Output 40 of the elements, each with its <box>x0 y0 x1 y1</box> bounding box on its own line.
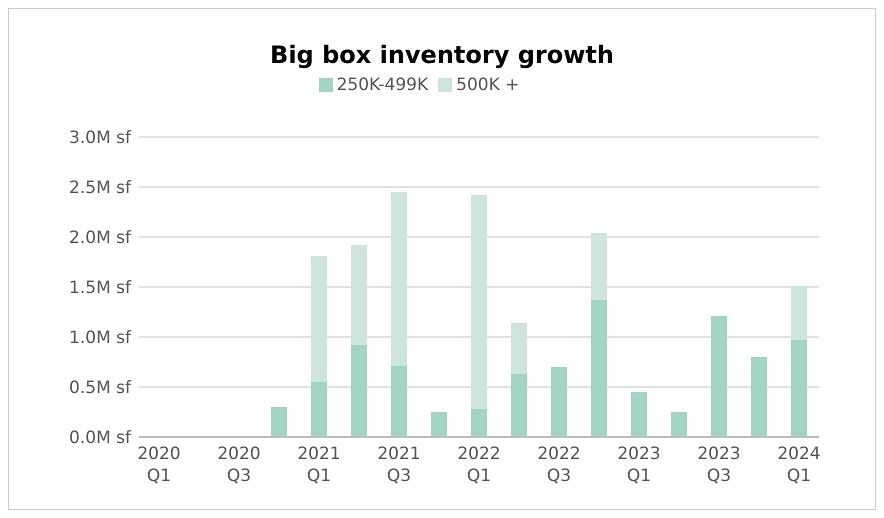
x-tick-label: 2023 Q1 <box>617 444 661 486</box>
bar <box>471 409 487 437</box>
bar <box>311 256 327 382</box>
x-tick-label: 2022 Q1 <box>457 444 501 486</box>
y-tick-label: 0.5M sf <box>69 378 132 398</box>
bar <box>751 357 767 437</box>
y-tick-label: 1.0M sf <box>69 328 132 348</box>
bar <box>431 412 447 437</box>
x-tick-label: 2022 Q3 <box>537 444 581 486</box>
bar <box>471 195 487 409</box>
y-tick-label: 3.0M sf <box>69 128 132 148</box>
bar <box>551 367 567 437</box>
y-tick-label: 1.5M sf <box>69 278 132 298</box>
bar <box>791 340 807 437</box>
x-tick-label: 2023 Q3 <box>697 444 741 486</box>
bar <box>311 382 327 437</box>
bar <box>351 345 367 437</box>
y-tick-label: 2.0M sf <box>69 228 132 248</box>
y-tick-label: 0.0M sf <box>69 428 132 448</box>
bar <box>511 323 527 374</box>
bar <box>591 300 607 437</box>
bar <box>671 412 687 437</box>
legend-label: 500K + <box>456 75 520 95</box>
bar <box>351 245 367 345</box>
x-tick-label: 2021 Q1 <box>297 444 341 486</box>
bar <box>791 286 807 340</box>
bar <box>711 316 727 437</box>
y-tick-label: 2.5M sf <box>69 178 132 198</box>
x-tick-label: 2020 Q3 <box>217 444 261 486</box>
legend-label: 250K-499K <box>336 75 428 95</box>
x-tick-label: 2021 Q3 <box>377 444 421 486</box>
bar <box>391 366 407 437</box>
x-tick-label: 2020 Q1 <box>137 444 181 486</box>
bar <box>511 374 527 437</box>
chart-title: Big box inventory growth <box>270 41 614 69</box>
x-tick-label: 2024 Q1 <box>777 444 821 486</box>
bar <box>631 392 647 437</box>
bar <box>591 233 607 300</box>
bar <box>391 192 407 366</box>
bar <box>271 407 287 437</box>
